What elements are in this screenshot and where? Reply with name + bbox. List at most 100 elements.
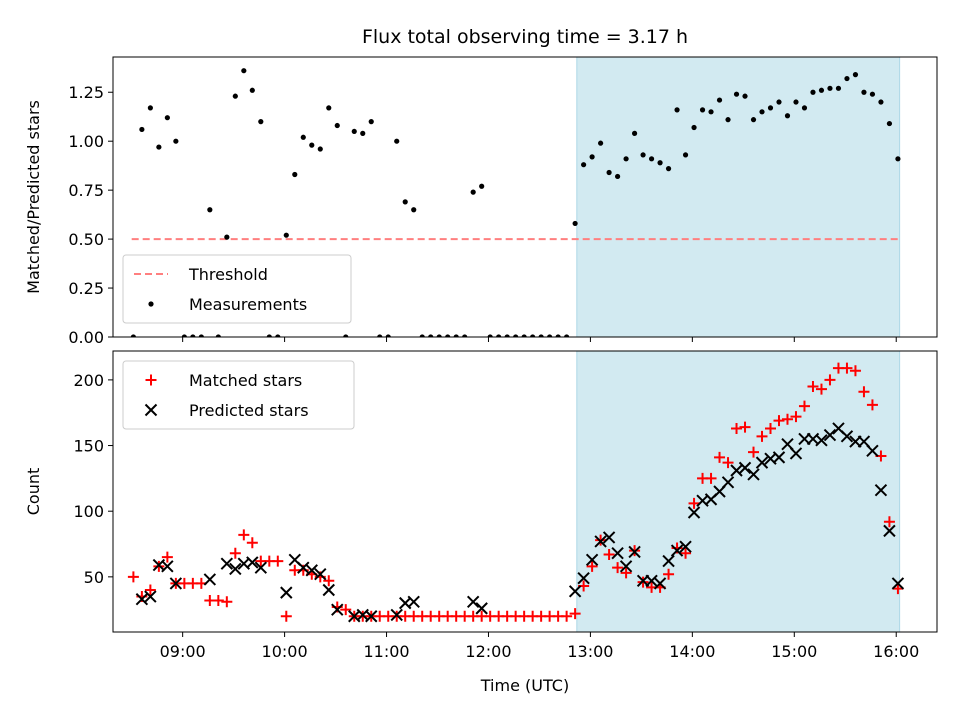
measurement-point (572, 220, 578, 227)
plot-area (127, 362, 905, 623)
measurement-point (716, 97, 723, 103)
measurement-point (173, 138, 179, 144)
predicted-star-point (390, 608, 403, 622)
bottom-panel: 50 100 150 200 09:00 10:00 11:00 12:00 13:00 14:0… (24, 350, 938, 695)
measurement-point (742, 93, 748, 99)
x-tick-label: 14:00 (669, 642, 715, 661)
measurement-point (835, 85, 842, 91)
predicted-star-point (687, 506, 701, 519)
matched-star-point (714, 451, 726, 463)
matched-star-point (765, 422, 777, 434)
matched-star-point (849, 365, 861, 377)
y-tick-label: 50 (84, 568, 104, 587)
y-tick-label: 100 (73, 502, 104, 521)
matched-star-point (161, 551, 173, 563)
legend-label: Threshold (188, 265, 268, 284)
measurement-point (793, 99, 799, 105)
predicted-star-point (721, 476, 735, 489)
measurement-point (759, 109, 765, 115)
predicted-star-point (823, 428, 837, 442)
matched-star-point (663, 568, 675, 580)
predicted-star-point (220, 557, 234, 570)
predicted-star-point (653, 577, 667, 590)
predicted-star-point (866, 444, 879, 458)
predicted-star-point (670, 544, 684, 557)
x-tick-label: 15:00 (771, 642, 817, 661)
measurement-point (232, 93, 238, 99)
y-tick-label: 0.50 (68, 230, 104, 249)
measurement-point (640, 152, 646, 158)
measurement-point (139, 126, 145, 133)
measurement-point (598, 140, 604, 146)
y-tick-label: 1.00 (68, 132, 104, 151)
matched-star-point (561, 610, 573, 622)
matched-star-point (323, 575, 335, 587)
predicted-star-point (755, 456, 769, 469)
y-tick-label: 150 (73, 437, 104, 456)
measurement-point (343, 334, 349, 337)
measurement-point (428, 334, 434, 337)
measurement-point (691, 124, 697, 131)
measurement-point (300, 134, 306, 140)
measurement-point (402, 199, 408, 205)
y-tick-label: 1.25 (68, 83, 104, 102)
observing-window-shading (576, 56, 901, 338)
matched-star-point (748, 446, 760, 458)
measurement-point (241, 68, 247, 74)
measurement-point (317, 146, 323, 152)
matched-star-point (144, 584, 156, 596)
measurement-point (224, 234, 230, 240)
measurement-point (156, 144, 162, 150)
observing-window-shading (576, 350, 901, 633)
measurement-point (623, 156, 629, 162)
predicted-star-point (161, 560, 174, 573)
x-tick-label: 13:00 (567, 642, 613, 661)
matched-star-point (221, 596, 233, 608)
x-axis-label: Time (UTC) (480, 676, 569, 695)
measurement-point (292, 171, 298, 178)
measurement-point (521, 334, 527, 337)
legend-label: Measurements (189, 295, 307, 314)
measurement-point (130, 334, 136, 337)
matched-star-point (680, 547, 692, 559)
plot-area (130, 68, 901, 337)
predicted-star-point (144, 403, 158, 417)
measurement-point (453, 334, 459, 337)
measurement-point (164, 115, 170, 121)
matched-star-point (705, 472, 717, 484)
matched-star-point (731, 422, 743, 434)
predicted-star-point (365, 610, 378, 623)
series-dot (130, 68, 901, 337)
x-tick-label: 16:00 (873, 642, 919, 661)
predicted-star-point (645, 574, 658, 587)
measurement-point (674, 107, 680, 113)
measurement-point (725, 117, 731, 123)
y-axis-label: Count (24, 468, 43, 516)
axes-frame (112, 350, 938, 633)
matched-star-point (246, 537, 258, 549)
measurement-point (733, 91, 740, 97)
predicted-star-point (322, 583, 335, 597)
predicted-star-point (730, 464, 743, 477)
matched-star-point (238, 529, 250, 541)
legend-box (122, 360, 355, 430)
measurement-point (606, 169, 612, 176)
measurement-point (750, 117, 757, 123)
measurement-point (215, 334, 221, 337)
matched-star-point (824, 374, 836, 386)
predicted-star-point (789, 447, 803, 460)
measurement-point (470, 189, 476, 195)
predicted-star-point (169, 577, 183, 590)
measurement-point (648, 156, 655, 162)
matched-star-point (212, 594, 224, 606)
matched-star-point (739, 421, 751, 433)
measurement-point (682, 152, 689, 158)
legend-label: Matched stars (189, 371, 302, 390)
measurement-point (708, 109, 714, 115)
predicted-star-point (840, 430, 854, 443)
matched-star-point (272, 555, 284, 567)
predicted-star-point (475, 602, 488, 615)
predicted-star-point (203, 573, 217, 586)
predicted-star-point (568, 585, 582, 598)
predicted-star-point (331, 603, 344, 616)
